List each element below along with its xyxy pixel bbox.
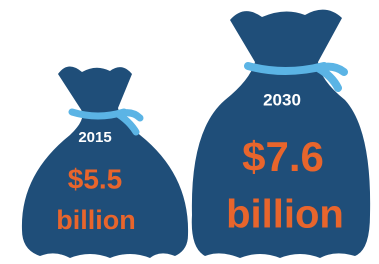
year-label: 2030 — [263, 90, 301, 109]
bag-2015: 2015 $5.5 billion — [22, 66, 188, 258]
amount-label: $7.6 — [242, 133, 324, 180]
unit-label: billion — [226, 193, 344, 237]
unit-label: billion — [56, 205, 135, 235]
bag-2030: 2030 $7.6 billion — [192, 10, 370, 258]
page: 2015 $5.5 billion 2030 $7.6 billion (() … — [0, 0, 379, 264]
year-label: 2015 — [78, 129, 111, 146]
infographic: 2015 $5.5 billion 2030 $7.6 billion — [0, 0, 379, 264]
amount-label: $5.5 — [68, 163, 123, 194]
